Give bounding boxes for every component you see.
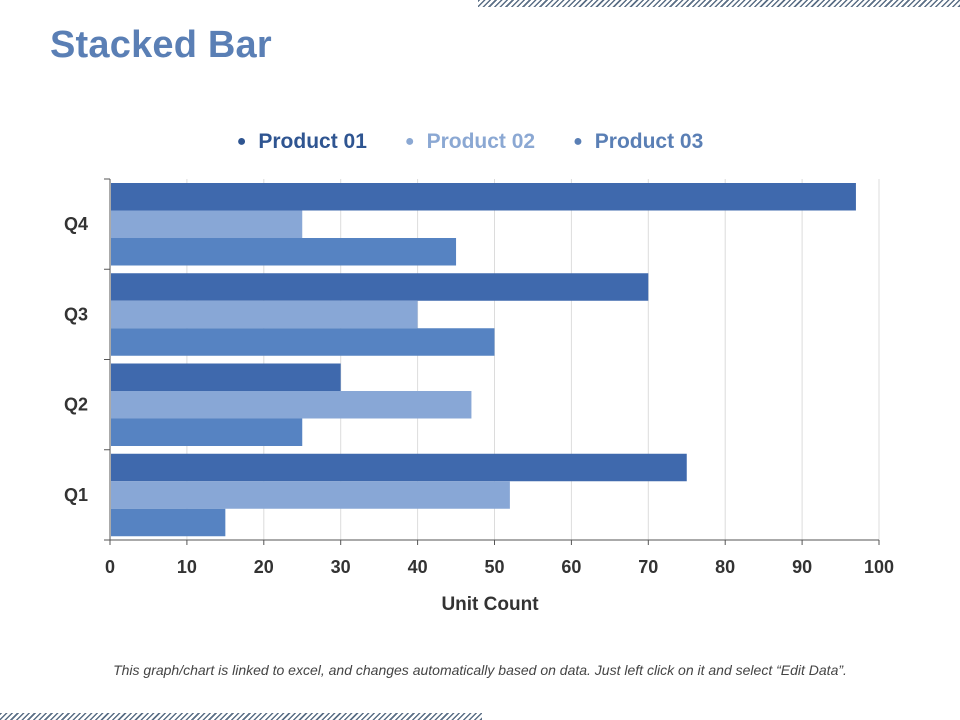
- y-tick-label: Q3: [64, 304, 88, 324]
- x-tick-label: 100: [864, 557, 894, 577]
- x-tick-label: 40: [408, 557, 428, 577]
- bar-product-03-q3: [111, 328, 495, 356]
- bar-product-02-q2: [111, 391, 472, 419]
- y-tick-label: Q2: [64, 395, 88, 415]
- decorative-hatch-top: [478, 0, 960, 7]
- bar-product-01-q2: [111, 363, 341, 391]
- x-tick-label: 10: [177, 557, 197, 577]
- legend-bullet-icon: ●: [236, 133, 247, 150]
- bar-product-03-q4: [111, 238, 457, 266]
- legend-item-product-02: ● Product 02: [405, 130, 535, 154]
- page-title: Stacked Bar: [50, 24, 272, 66]
- x-tick-label: 50: [484, 557, 504, 577]
- y-tick-label: Q4: [64, 214, 88, 234]
- x-tick-label: 30: [331, 557, 351, 577]
- bar-product-01-q4: [111, 183, 856, 211]
- chart-legend: ● Product 01 ● Product 02 ● Product 03: [0, 130, 940, 154]
- bar-product-01-q1: [111, 453, 687, 482]
- bar-product-03-q1: [111, 508, 226, 537]
- legend-bullet-icon: ●: [573, 133, 583, 150]
- bar-product-02-q1: [111, 481, 510, 509]
- axes: 0 10 20 30 40 50 60 70 80 90 100 Q1 Q2 Q3 Q4: [64, 178, 894, 577]
- bar-product-02-q3: [111, 300, 418, 329]
- legend-label: Product 01: [258, 130, 367, 153]
- x-tick-label: 0: [105, 557, 115, 577]
- bar-product-03-q2: [111, 418, 303, 446]
- x-axis-label: Unit Count: [441, 594, 539, 615]
- bar-product-02-q4: [111, 210, 303, 238]
- x-tick-label: 20: [254, 557, 274, 577]
- bar-product-01-q3: [111, 273, 649, 301]
- legend-item-product-01: ● Product 01: [237, 130, 367, 154]
- gridlines: [186, 179, 880, 540]
- legend-label: Product 03: [594, 130, 704, 153]
- x-tick-label: 80: [715, 557, 735, 577]
- x-tick-label: 60: [561, 557, 581, 577]
- decorative-hatch-bottom: [0, 713, 482, 720]
- legend-bullet-icon: ●: [404, 133, 415, 150]
- legend-item-product-03: ● Product 03: [573, 130, 703, 154]
- legend-label: Product 02: [426, 130, 536, 153]
- y-tick-label: Q1: [64, 485, 88, 505]
- footnote: This graph/chart is linked to excel, and…: [113, 662, 847, 678]
- x-tick-label: 90: [792, 557, 812, 577]
- x-tick-label: 70: [638, 557, 658, 577]
- bars: [111, 183, 856, 537]
